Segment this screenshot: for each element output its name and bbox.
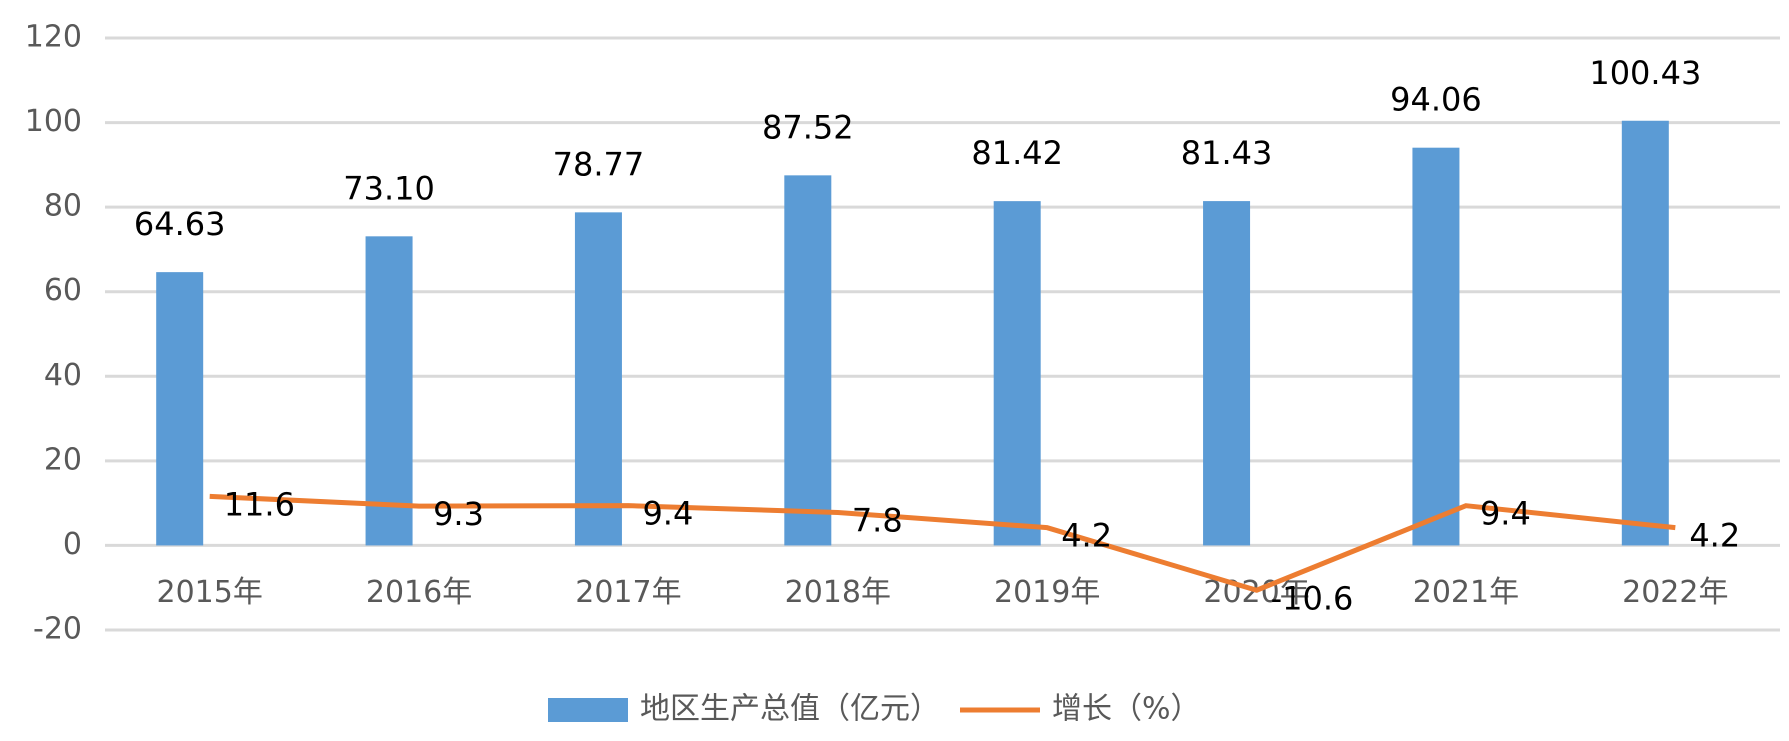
bar-value-label: 64.63 xyxy=(134,205,226,243)
bar xyxy=(1203,201,1251,546)
line-value-label: 4.2 xyxy=(1689,517,1740,555)
bar-value-label: 100.43 xyxy=(1589,54,1701,92)
y-tick-label: 60 xyxy=(44,273,82,308)
bar xyxy=(156,272,204,546)
x-tick-label: 2022年 xyxy=(1622,575,1728,610)
bar xyxy=(1621,120,1669,546)
line-value-label: -10.6 xyxy=(1271,579,1354,617)
bar xyxy=(574,212,622,546)
x-tick-label: 2018年 xyxy=(785,575,891,610)
line-value-label: 9.4 xyxy=(642,495,693,533)
y-tick-label: 120 xyxy=(25,20,82,55)
x-tick-label: 2017年 xyxy=(575,575,681,610)
line-value-label: 11.6 xyxy=(224,485,295,523)
y-tick-label: 40 xyxy=(44,358,82,393)
y-tick-label: 0 xyxy=(63,527,82,562)
bar xyxy=(784,175,832,546)
y-tick-label: 100 xyxy=(25,104,82,139)
bar-value-label: 81.42 xyxy=(971,134,1063,172)
y-tick-label: 20 xyxy=(44,442,82,477)
x-tick-label: 2021年 xyxy=(1413,575,1519,610)
bar xyxy=(1412,147,1460,546)
line-value-label: 4.2 xyxy=(1061,517,1112,555)
legend-label: 地区生产总值（亿元） xyxy=(640,692,940,727)
bar-value-label: 81.43 xyxy=(1181,134,1273,172)
line xyxy=(209,493,1676,593)
line-value-label: 9.3 xyxy=(433,495,484,533)
bar xyxy=(365,236,413,546)
x-tick-label: 2016年 xyxy=(366,575,472,610)
line-value-label: 7.8 xyxy=(852,501,903,539)
bar-value-label: 73.10 xyxy=(343,169,435,207)
legend-label: 增长（%） xyxy=(1052,692,1201,727)
bar-value-label: 87.52 xyxy=(762,108,854,146)
y-tick-label: -20 xyxy=(33,612,82,647)
bar-value-label: 94.06 xyxy=(1390,81,1482,119)
bar xyxy=(993,201,1041,546)
x-tick-label: 2015年 xyxy=(157,575,263,610)
y-tick-label: 80 xyxy=(44,189,82,224)
x-tick-label: 2019年 xyxy=(994,575,1100,610)
line-value-label: 9.4 xyxy=(1480,495,1531,533)
bar-value-label: 78.77 xyxy=(553,145,645,183)
legend-swatch xyxy=(548,698,628,722)
